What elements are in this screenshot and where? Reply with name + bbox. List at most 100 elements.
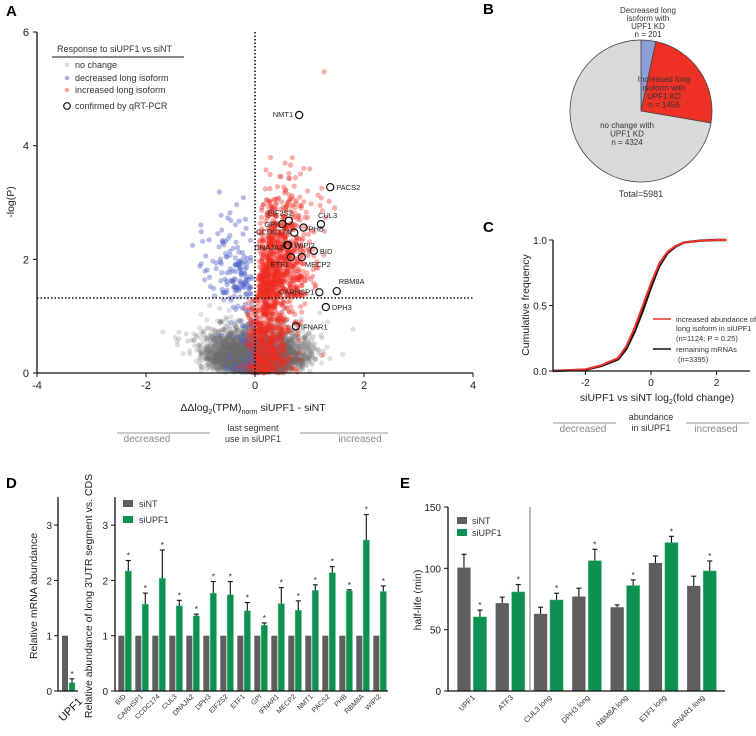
scatter-point-no-change — [244, 356, 250, 362]
scatter-point-no-change — [248, 350, 254, 356]
scatter-point-no-change — [259, 355, 265, 362]
scatter-point-no-change — [255, 341, 261, 347]
scatter-point-no-change — [230, 345, 236, 352]
scatter-point-decreased — [227, 210, 233, 216]
scatter-point-no-change — [300, 351, 306, 357]
scatter-point-no-change — [233, 343, 239, 349]
scatter-point-no-change — [220, 352, 226, 358]
scatter-point-no-change — [256, 357, 262, 363]
scatter-point-no-change — [253, 363, 259, 369]
scatter-point-no-change — [262, 367, 268, 373]
scatter-point-no-change — [198, 335, 204, 341]
scatter-point-no-change — [231, 336, 237, 342]
scatter-point-no-change — [284, 343, 290, 349]
scatter-point-no-change — [303, 349, 309, 355]
scatter-point-no-change — [257, 361, 263, 367]
scatter-point-no-change — [238, 360, 244, 366]
scatter-point-decreased — [203, 253, 209, 259]
scatter-point-no-change — [265, 346, 271, 352]
scatter-point-decreased — [242, 258, 248, 264]
scatter-point-no-change — [327, 356, 333, 362]
scatter-point-no-change — [237, 363, 243, 369]
scatter-point-no-change — [232, 355, 238, 361]
scatter-point-no-change — [249, 349, 255, 355]
scatter-point-no-change — [223, 344, 229, 350]
scatter-point-no-change — [245, 358, 251, 364]
scatter-point-no-change — [276, 341, 283, 347]
scatter-point-no-change — [240, 361, 246, 367]
scatter-point-no-change — [256, 366, 263, 373]
scatter-point-no-change — [243, 335, 250, 341]
scatter-point-no-change — [273, 347, 279, 353]
scatter-point-no-change — [237, 364, 244, 370]
scatter-point-no-change — [261, 367, 267, 373]
scatter-point-no-change — [262, 348, 268, 354]
scatter-point-no-change — [248, 343, 254, 349]
scatter-point-no-change — [250, 355, 256, 361]
scatter-point-no-change — [226, 367, 232, 373]
scatter-point-no-change — [258, 366, 265, 372]
scatter-point-no-change — [225, 353, 231, 359]
scatter-point-no-change — [240, 343, 246, 350]
scatter-point-decreased — [231, 284, 237, 290]
scatter-point-no-change — [281, 365, 287, 371]
scatter-point-no-change — [290, 330, 296, 336]
scatter-point-no-change — [237, 353, 243, 359]
scatter-point-no-change — [235, 354, 241, 360]
scatter-point-no-change — [247, 340, 253, 346]
scatter-point-no-change — [274, 358, 280, 365]
scatter-point-no-change — [229, 358, 235, 364]
scatter-point-no-change — [255, 366, 261, 372]
scatter-point-decreased — [224, 281, 230, 287]
scatter-point-no-change — [286, 360, 292, 366]
scatter-point-no-change — [217, 305, 223, 311]
scatter-point-no-change — [256, 365, 263, 372]
scatter-point-no-change — [272, 364, 278, 370]
scatter-point-no-change — [242, 359, 248, 365]
scatter-point-no-change — [292, 356, 298, 362]
scatter-point-no-change — [231, 354, 238, 360]
scatter-point-no-change — [240, 360, 246, 366]
scatter-point-no-change — [230, 364, 236, 370]
scatter-point-no-change — [265, 331, 272, 337]
scatter-point-no-change — [258, 366, 264, 372]
scatter-point-no-change — [263, 367, 269, 373]
scatter-point-no-change — [246, 359, 252, 365]
scatter-point-no-change — [293, 356, 299, 362]
scatter-point-no-change — [268, 336, 274, 343]
scatter-point-no-change — [237, 355, 243, 361]
scatter-point-no-change — [289, 333, 295, 339]
scatter-point-no-change — [233, 358, 239, 364]
scatter-point-no-change — [224, 347, 230, 353]
scatter-point-no-change — [228, 357, 234, 363]
scatter-point-decreased — [248, 258, 254, 264]
scatter-point-no-change — [223, 344, 229, 350]
scatter-point-no-change — [274, 351, 280, 357]
scatter-point-no-change — [272, 333, 278, 339]
scatter-point-no-change — [218, 361, 225, 367]
scatter-point-no-change — [265, 349, 271, 355]
scatter-point-no-change — [241, 364, 247, 370]
scatter-point-no-change — [201, 338, 207, 344]
scatter-point-no-change — [282, 357, 288, 363]
scatter-point-no-change — [248, 342, 255, 348]
scatter-point-no-change — [272, 360, 278, 366]
scatter-point-no-change — [250, 356, 256, 363]
scatter-point-no-change — [221, 354, 227, 360]
scatter-point-no-change — [282, 343, 288, 349]
scatter-point-no-change — [197, 356, 203, 362]
scatter-point-no-change — [257, 358, 263, 364]
scatter-point-no-change — [242, 360, 248, 367]
scatter-point-no-change — [279, 345, 285, 352]
scatter-point-no-change — [257, 351, 263, 357]
scatter-point-no-change — [265, 361, 271, 368]
scatter-point-no-change — [216, 354, 223, 360]
scatter-point-no-change — [246, 364, 252, 370]
scatter-point-decreased — [230, 278, 236, 284]
scatter-point-no-change — [217, 366, 223, 372]
scatter-point-no-change — [250, 346, 256, 352]
scatter-point-no-change — [275, 355, 281, 361]
scatter-point-no-change — [263, 345, 269, 351]
scatter-point-no-change — [254, 359, 260, 365]
scatter-point-no-change — [208, 349, 214, 355]
